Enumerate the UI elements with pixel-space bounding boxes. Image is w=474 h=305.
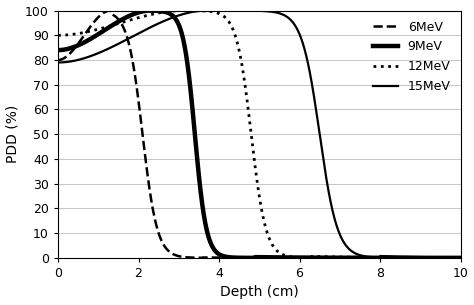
Legend: 6MeV, 9MeV, 12MeV, 15MeV: 6MeV, 9MeV, 12MeV, 15MeV (369, 17, 454, 97)
X-axis label: Depth (cm): Depth (cm) (220, 285, 299, 300)
Y-axis label: PDD (%): PDD (%) (6, 105, 19, 163)
